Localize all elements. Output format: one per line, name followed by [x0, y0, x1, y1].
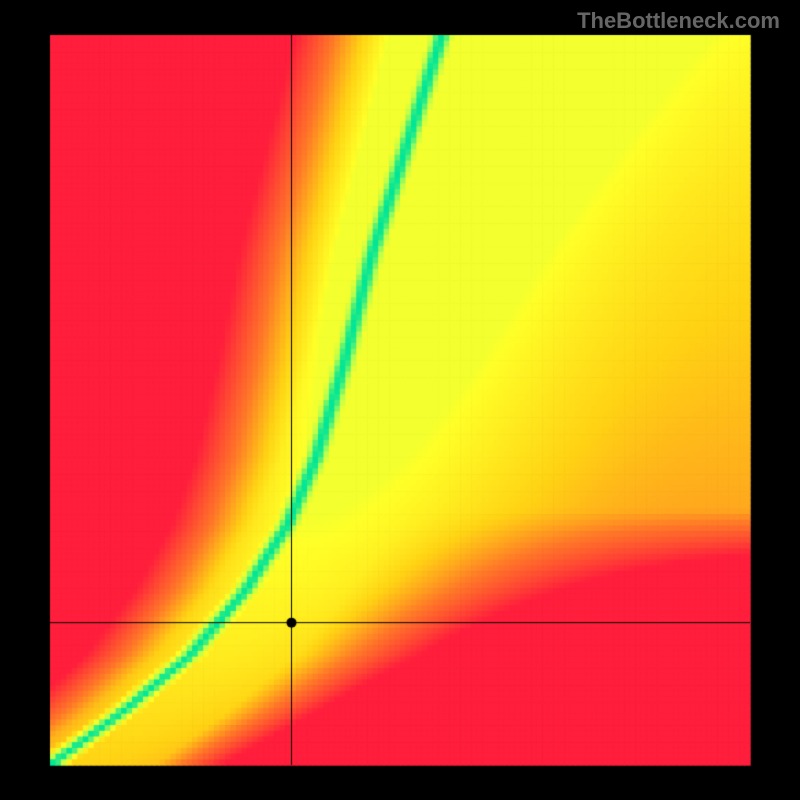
heatmap-canvas	[0, 0, 800, 800]
watermark-text: TheBottleneck.com	[577, 8, 780, 34]
chart-container: TheBottleneck.com	[0, 0, 800, 800]
